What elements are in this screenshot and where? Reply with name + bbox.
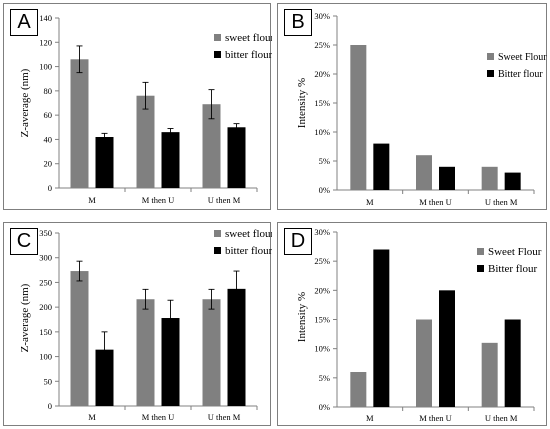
y-tick-label: 25% <box>314 256 330 266</box>
x-category-label: U then M <box>485 413 518 423</box>
legend-swatch <box>214 230 221 237</box>
legend-swatch <box>477 265 484 272</box>
x-category-label: M then U <box>419 413 452 423</box>
bar <box>136 95 155 188</box>
bar <box>504 319 521 407</box>
chart-b-svg: 0% 5% 10% 15% 20% 25% 30% Intensity % M M then U U… <box>296 11 547 207</box>
legend-swatch <box>477 248 484 255</box>
bar <box>373 143 390 190</box>
y-tick-label: 200 <box>39 302 52 312</box>
y-tick-label: 0% <box>319 185 330 195</box>
bar <box>439 290 455 407</box>
y-tick-label: 25% <box>314 40 330 50</box>
legend-label: Bitter flour <box>488 263 538 275</box>
legend-label: sweet flour <box>225 32 272 44</box>
y-tick-label: 0 <box>48 183 52 193</box>
x-category-label: M <box>366 197 374 207</box>
chart-panel-c: C 0 50 100 150 200 250 300 350 Z-average (nm) M M … <box>3 222 272 426</box>
y-tick-label: 15% <box>314 315 330 325</box>
bar <box>439 166 455 190</box>
chart-d-svg: 0% 5% 10% 15% 20% 25% 30% Intensity % M M then U U… <box>296 227 542 423</box>
y-tick-label: 150 <box>39 327 52 337</box>
y-tick-label: 100 <box>39 62 52 72</box>
x-category-label: U then M <box>485 197 518 207</box>
bar <box>350 45 367 190</box>
legend-label: Sweet Flour <box>488 246 542 258</box>
legend-swatch <box>214 247 221 254</box>
legend-label: sweet flour <box>225 228 272 240</box>
x-category-label: M <box>366 413 374 423</box>
bar <box>161 132 180 188</box>
bar <box>136 299 155 406</box>
legend-swatch <box>487 70 494 77</box>
legend-swatch <box>214 34 221 41</box>
y-tick-label: 250 <box>39 277 52 287</box>
x-category-label: M <box>88 195 96 205</box>
y-tick-label: 20% <box>314 285 330 295</box>
x-category-label: M then U <box>142 195 175 205</box>
bar <box>373 249 390 407</box>
x-category-label: M then U <box>142 412 175 422</box>
legend-label: Sweet Flour <box>498 52 547 63</box>
bar <box>70 271 89 406</box>
y-tick-label: 20 <box>44 159 53 169</box>
chart-a-svg: 0 20 40 60 80 100 120 140 Z-average (nm) M M then … <box>19 13 272 205</box>
legend-label: bitter flour <box>225 245 272 257</box>
y-tick-label: 80 <box>44 86 53 96</box>
y-tick-label: 5% <box>319 373 330 383</box>
y-tick-label: 50 <box>44 376 53 386</box>
bar <box>227 288 246 406</box>
bar <box>504 172 521 190</box>
y-tick-label: 15% <box>314 98 330 108</box>
y-tick-label: 5% <box>319 156 330 166</box>
y-tick-label: 140 <box>39 13 52 23</box>
bar <box>202 104 221 188</box>
bar <box>481 166 498 190</box>
y-tick-label: 10% <box>314 127 330 137</box>
legend-label: bitter flour <box>225 49 272 61</box>
y-axis-label: Intensity % <box>296 292 308 342</box>
chart-panel-a: A 0 20 40 60 80 100 120 140 Z-average (nm) M M the… <box>3 3 272 210</box>
legend-label: Bitter flour <box>498 69 543 80</box>
chart-panel-d: D 0% 5% 10% 15% 20% 25% 30% Intensity % M M then … <box>277 222 547 426</box>
bar <box>481 342 498 407</box>
legend-swatch <box>487 53 494 60</box>
y-tick-label: 60 <box>44 110 53 120</box>
y-axis-label: Intensity % <box>296 78 308 128</box>
panel-label-a: A <box>10 9 38 36</box>
y-tick-label: 100 <box>39 352 52 362</box>
y-tick-label: 350 <box>39 228 52 238</box>
bar <box>350 372 367 407</box>
chart-panel-b: B 0% 5% 10% 15% 20% 25% 30% Intensity % M M then … <box>277 3 547 210</box>
x-category-label: M <box>88 412 96 422</box>
panel-label-d: D <box>284 228 312 255</box>
bar <box>161 318 180 406</box>
y-tick-label: 20% <box>314 69 330 79</box>
chart-c-svg: 0 50 100 150 200 250 300 350 Z-average (nm) M M th… <box>19 228 272 422</box>
panel-label-c: C <box>10 228 38 255</box>
bar <box>227 127 246 188</box>
y-tick-label: 300 <box>39 253 52 263</box>
y-axis-label: Z-average (nm) <box>19 283 31 352</box>
bar <box>416 319 432 407</box>
y-tick-label: 40 <box>44 134 53 144</box>
bar <box>416 155 432 190</box>
bar <box>202 299 221 406</box>
x-category-label: U then M <box>208 412 241 422</box>
y-tick-label: 30% <box>314 11 330 21</box>
y-tick-label: 120 <box>39 37 52 47</box>
y-tick-label: 30% <box>314 227 330 237</box>
legend-swatch <box>214 51 221 58</box>
bar <box>70 59 89 189</box>
y-tick-label: 10% <box>314 344 330 354</box>
y-tick-label: 0% <box>319 402 330 412</box>
x-category-label: U then M <box>208 195 241 205</box>
bar <box>95 349 114 406</box>
x-category-label: M then U <box>419 197 452 207</box>
y-tick-label: 0 <box>48 401 52 411</box>
y-axis-label: Z-average (nm) <box>19 68 31 137</box>
bar <box>95 137 114 188</box>
panel-label-b: B <box>284 9 312 36</box>
